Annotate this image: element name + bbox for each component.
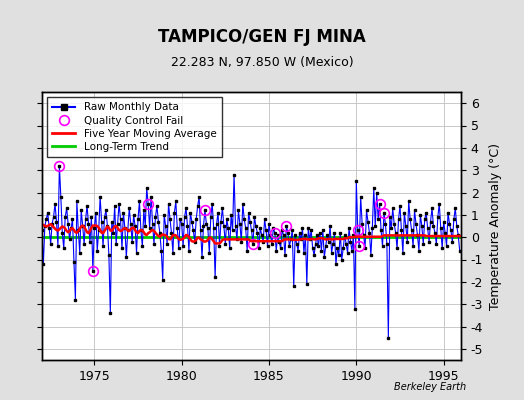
Legend: Raw Monthly Data, Quality Control Fail, Five Year Moving Average, Long-Term Tren: Raw Monthly Data, Quality Control Fail, … [47, 97, 222, 157]
Text: Berkeley Earth: Berkeley Earth [394, 382, 466, 392]
Y-axis label: Temperature Anomaly (°C): Temperature Anomaly (°C) [489, 142, 502, 310]
Text: TAMPICO/GEN FJ MINA: TAMPICO/GEN FJ MINA [158, 28, 366, 46]
Text: 22.283 N, 97.850 W (Mexico): 22.283 N, 97.850 W (Mexico) [171, 56, 353, 69]
